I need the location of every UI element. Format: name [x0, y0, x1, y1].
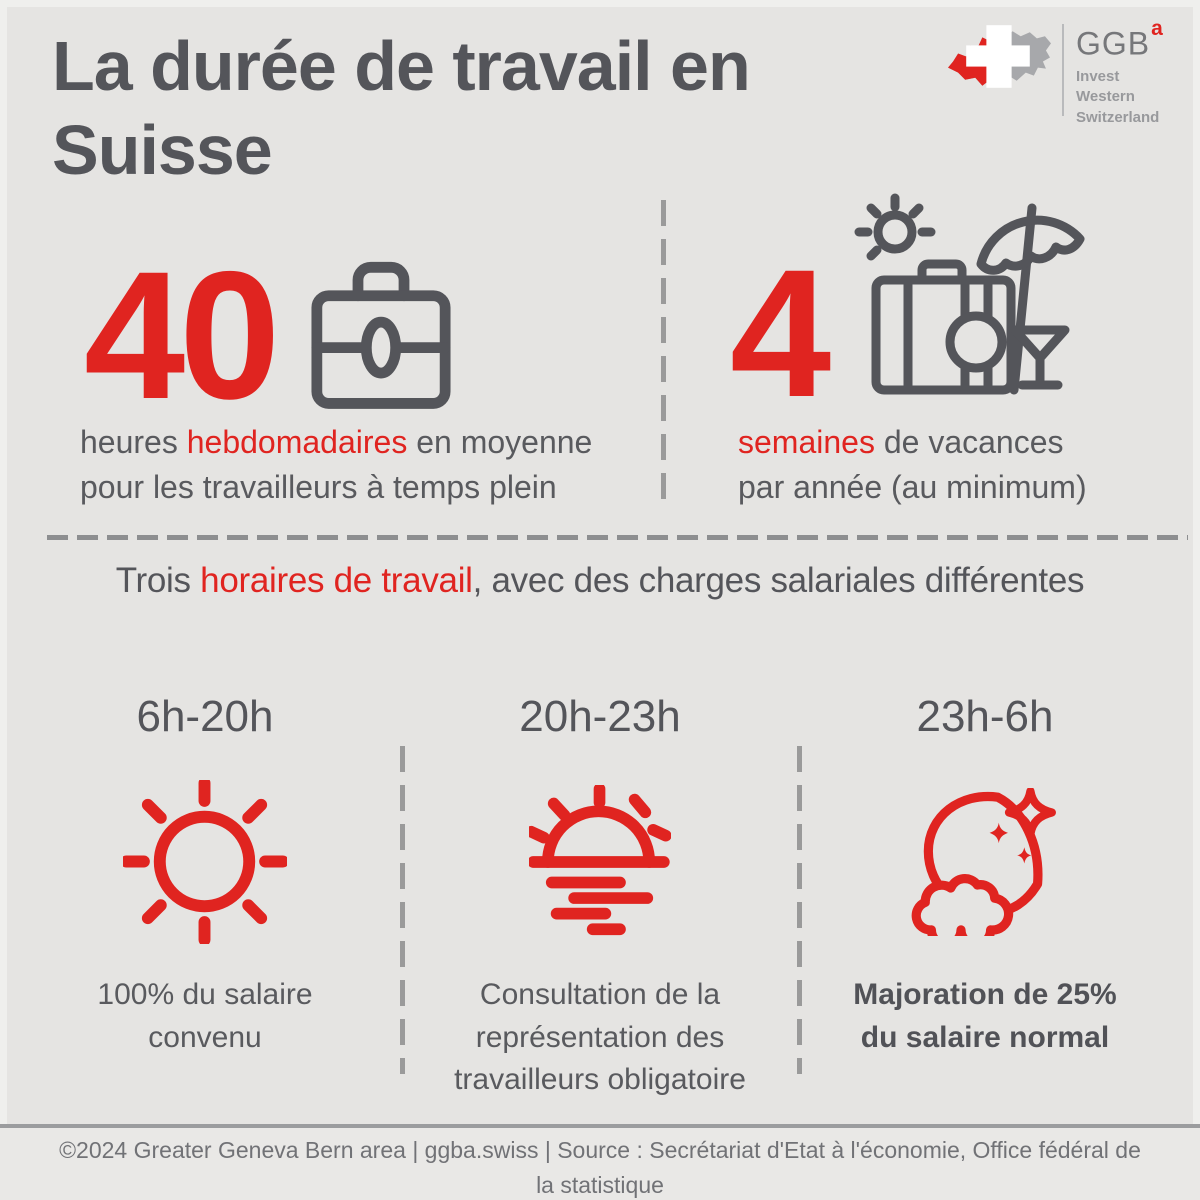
- schedule-time-range: 20h-23h: [519, 692, 681, 741]
- schedule-description-line: travailleurs obligatoire: [454, 1063, 746, 1097]
- schedule-description-line: convenu: [148, 1020, 262, 1054]
- section-divider: [47, 535, 1188, 540]
- column-divider: [400, 746, 405, 1074]
- schedule-icon-box: [430, 780, 770, 944]
- schedule-description: Consultation de la représentation des tr…: [430, 974, 770, 1102]
- stat-hours-value: 40: [84, 233, 280, 437]
- stat-hours-description: heures hebdomadaires en moyenne pour les…: [80, 420, 680, 511]
- page-title: La durée de travail en Suisse: [52, 24, 751, 192]
- schedule-column-day: 6h-20h 100% du salaire convenu: [35, 692, 375, 1059]
- schedule-icon-box: [35, 780, 375, 944]
- footer-credit: ©2024 Greater Geneva Bern area | ggba.sw…: [59, 1137, 1141, 1198]
- schedule-time-range: 6h-20h: [136, 692, 274, 741]
- moon-stars-icon: [911, 788, 1056, 936]
- logo-text: GGBa Invest Western Switzerland: [1076, 18, 1163, 129]
- text-segment: en moyenne: [407, 424, 593, 460]
- text-segment: Trois: [115, 561, 201, 600]
- stat-weeks-value: 4: [730, 231, 831, 435]
- logo-tagline-line3: Switzerland: [1076, 109, 1160, 127]
- logo-brand-sup: a: [1151, 17, 1164, 40]
- logo-brand-text: GGB: [1076, 25, 1151, 62]
- text-highlight: horaires de travail: [200, 561, 473, 600]
- page-title-line2: Suisse: [52, 111, 273, 189]
- stat-hours-line2: pour les travailleurs à temps plein: [80, 469, 557, 506]
- briefcase-icon: [311, 261, 451, 409]
- stat-weeks-description: semaines de vacances par année (au minim…: [738, 420, 1158, 511]
- page-title-line1: La durée de travail en: [52, 27, 751, 105]
- logo-tagline: Invest Western Switzerland: [1076, 67, 1163, 129]
- schedule-description-line: Consultation de la: [479, 978, 721, 1011]
- sunset-icon: [529, 785, 671, 936]
- schedule-description-line: 100% du salaire: [97, 978, 313, 1011]
- text-highlight: hebdomadaires: [186, 424, 408, 460]
- footer-rule: [0, 1124, 1200, 1128]
- vacation-icon: [854, 193, 1085, 395]
- stat-hours-line1: heures hebdomadaires en moyenne: [80, 420, 680, 465]
- sun-icon: [123, 780, 287, 944]
- logo-tagline-line2: Western: [1076, 88, 1135, 106]
- logo-brand: GGBa: [1076, 18, 1163, 62]
- schedule-time-range: 23h-6h: [916, 692, 1054, 741]
- logo-tagline-line1: Invest: [1076, 67, 1120, 85]
- stats-divider: [661, 200, 666, 500]
- stat-weeks-line2: par année (au minimum): [738, 469, 1087, 506]
- logo-divider: [1062, 24, 1064, 116]
- schedule-description: Majoration de 25% du salaire normal: [815, 974, 1155, 1059]
- schedule-column-evening: 20h-23h Consultation de la représentatio…: [430, 692, 770, 1102]
- column-divider: [797, 746, 802, 1074]
- text-segment: de vacances: [874, 424, 1064, 460]
- schedule-description-line: représentation des: [475, 1020, 725, 1054]
- schedule-description-line: Majoration de 25%: [853, 978, 1117, 1011]
- footer-background: [0, 1128, 1200, 1200]
- schedule-description-line: du salaire normal: [860, 1020, 1110, 1054]
- schedule-description: 100% du salaire convenu: [35, 974, 375, 1059]
- text-highlight: semaines: [738, 424, 875, 460]
- ggba-logo: GGBa Invest Western Switzerland: [946, 18, 1163, 129]
- text-segment: , avec des charges salariales différente…: [472, 561, 1085, 600]
- section-heading: Trois horaires de travail, avec des char…: [0, 561, 1200, 601]
- switzerland-map-icon: [948, 25, 1051, 88]
- text-segment: heures: [80, 424, 187, 460]
- schedule-column-night: 23h-6h Majoration de 25% du salaire norm…: [815, 692, 1155, 1059]
- stat-weeks-line1: semaines de vacances: [738, 420, 1158, 465]
- schedule-icon-box: [815, 780, 1155, 944]
